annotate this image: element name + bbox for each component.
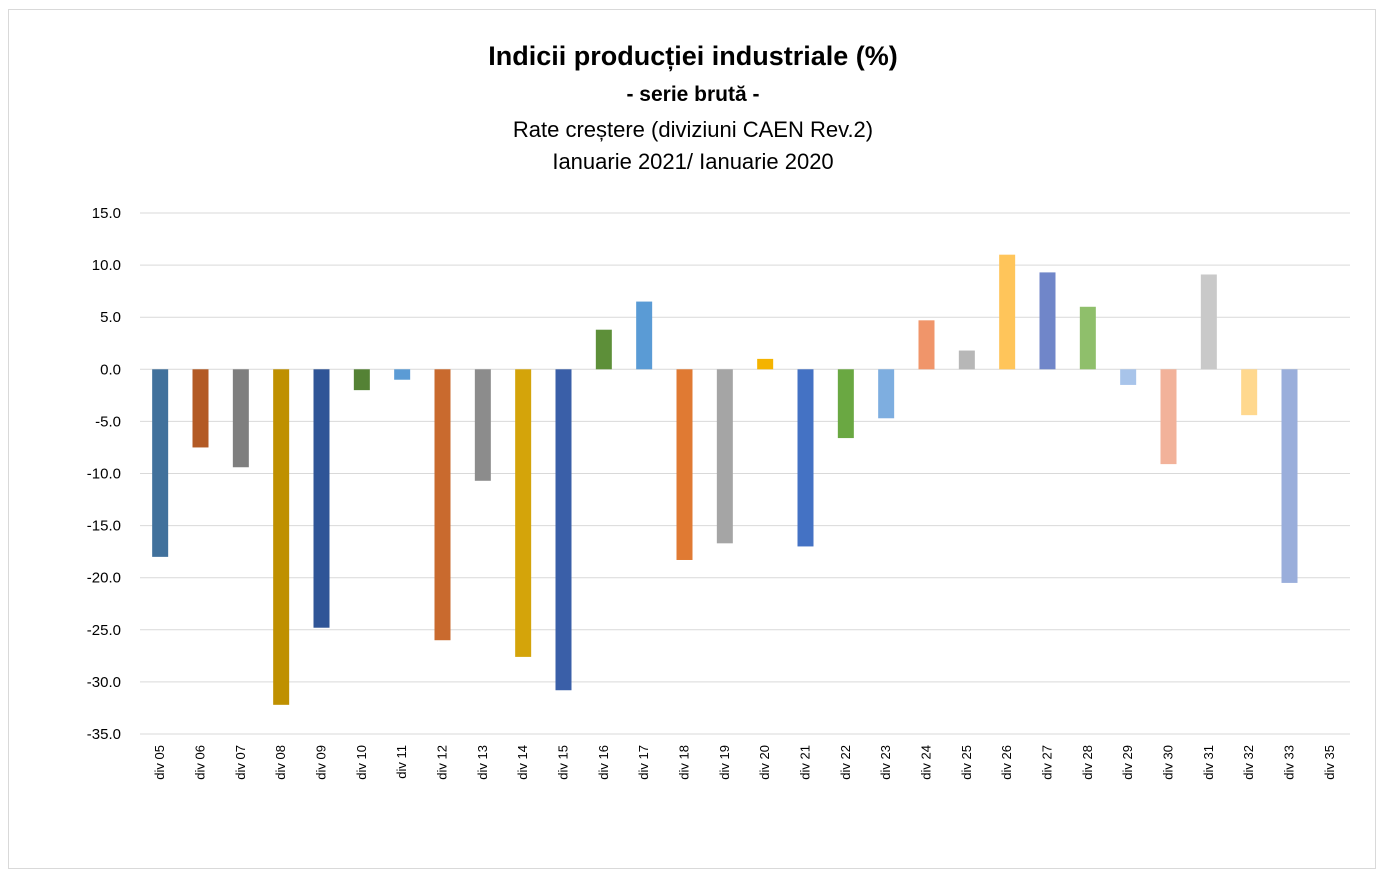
- x-category-label: div 22: [838, 745, 853, 780]
- bar-div-15: [555, 369, 572, 691]
- bar-div-20: [757, 358, 774, 370]
- bar-div-30: [1160, 369, 1177, 465]
- bar-div-12: [434, 369, 451, 641]
- bar-div-25: [958, 350, 975, 370]
- x-category-label: div 25: [959, 745, 974, 780]
- y-tick-label: -15.0: [87, 518, 121, 535]
- x-category-label: div 21: [798, 745, 813, 780]
- x-category-label: div 16: [596, 745, 611, 780]
- bar-div-32: [1241, 369, 1258, 416]
- x-category-label: div 30: [1161, 745, 1176, 780]
- bar-div-09: [313, 369, 330, 628]
- bar-div-24: [918, 320, 935, 370]
- bars: [152, 254, 1298, 705]
- y-tick-label: -35.0: [87, 726, 121, 743]
- chart-subtitle-period: Ianuarie 2021/ Ianuarie 2020: [552, 149, 834, 174]
- x-category-label: div 29: [1120, 745, 1135, 780]
- x-category-label: div 12: [435, 745, 450, 780]
- x-category-label: div 28: [1080, 745, 1095, 780]
- x-category-label: div 09: [314, 745, 329, 780]
- y-tick-label: 5.0: [100, 309, 121, 326]
- x-category-label: div 26: [999, 745, 1014, 780]
- bar-div-16: [595, 329, 612, 370]
- bar-div-28: [1079, 306, 1096, 370]
- x-category-label: div 06: [193, 745, 208, 780]
- bar-div-22: [837, 369, 854, 439]
- y-tick-label: 15.0: [92, 205, 121, 222]
- bar-div-13: [474, 369, 491, 481]
- y-tick-label: -20.0: [87, 570, 121, 587]
- x-category-label: div 08: [273, 745, 288, 780]
- x-category-label: div 35: [1322, 745, 1337, 780]
- y-tick-label: -10.0: [87, 466, 121, 483]
- bar-div-14: [515, 369, 532, 657]
- bar-div-31: [1200, 274, 1217, 370]
- x-category-label: div 24: [919, 745, 934, 780]
- x-category-label: div 27: [1040, 745, 1055, 780]
- bar-div-27: [1039, 272, 1056, 370]
- bar-div-17: [636, 301, 653, 370]
- bar-div-19: [716, 369, 733, 544]
- x-category-label: div 14: [515, 745, 530, 780]
- x-category-label: div 15: [556, 745, 571, 780]
- bar-div-21: [797, 369, 814, 547]
- bar-div-05: [152, 369, 169, 557]
- y-axis-ticks: 15.0 10.0 5.0 0.0 -5.0 -10.0 -15.0 -20.0 -25.0 -3…: [87, 205, 121, 743]
- bar-div-06: [192, 369, 209, 448]
- bar-div-07: [232, 369, 249, 468]
- chart-subtitle-rates: Rate creștere (diviziuni CAEN Rev.2): [512, 117, 874, 142]
- x-category-label: div 19: [717, 745, 732, 780]
- y-tick-label: -5.0: [95, 413, 121, 430]
- x-category-label: div 07: [233, 745, 248, 780]
- x-category-label: div 05: [152, 745, 167, 780]
- y-tick-label: -30.0: [87, 674, 121, 691]
- x-category-label: div 18: [677, 745, 692, 780]
- bar-div-33: [1281, 369, 1298, 583]
- x-axis-categories: div 05 div 06 div 07 div 08 div 09 div 10 div …: [152, 745, 1337, 780]
- bar-div-10: [353, 369, 370, 391]
- gridlines: [140, 212, 1350, 735]
- x-category-label: div 31: [1201, 745, 1216, 780]
- x-category-label: div 23: [878, 745, 893, 780]
- y-tick-label: 0.0: [100, 361, 121, 378]
- x-category-label: div 32: [1241, 745, 1256, 780]
- x-category-label: div 10: [354, 745, 369, 780]
- chart-subtitle: - serie brută -: [626, 83, 760, 106]
- x-category-label: div 17: [636, 745, 651, 780]
- x-category-label: div 13: [475, 745, 490, 780]
- x-category-label: div 11: [394, 745, 409, 779]
- bar-div-23: [878, 369, 895, 419]
- bar-div-29: [1120, 369, 1137, 385]
- chart-title: Indicii producției industriale (%): [488, 41, 898, 71]
- bar-div-11: [394, 369, 411, 380]
- bar-div-26: [999, 254, 1016, 370]
- x-category-label: div 33: [1282, 745, 1297, 780]
- y-tick-label: 10.0: [92, 257, 121, 274]
- y-tick-label: -25.0: [87, 622, 121, 639]
- bar-div-08: [273, 369, 290, 705]
- bar-div-18: [676, 369, 693, 560]
- x-category-label: div 20: [757, 745, 772, 780]
